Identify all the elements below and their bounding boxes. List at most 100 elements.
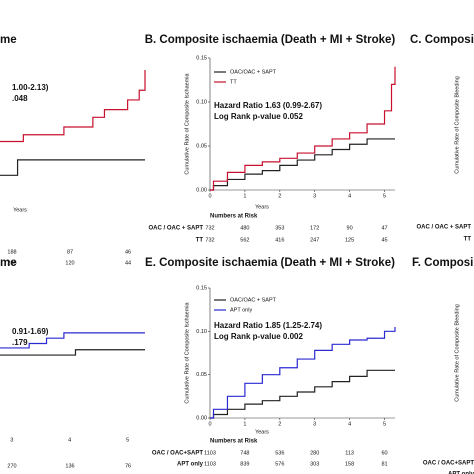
risk-label: OAC / OAC + SAPT — [416, 225, 471, 231]
risk-count: 46 — [125, 249, 131, 255]
y-axis-label: Cumulative Rate of Composite Bleeding — [454, 76, 460, 174]
x-tick-label: 5 — [383, 421, 386, 427]
legend-label: APT only — [230, 307, 252, 313]
km-curve — [0, 69, 146, 143]
risk-count: 76 — [125, 463, 131, 469]
y-axis-label: Cumulative Rate of Composite Ischaemia — [184, 301, 190, 403]
y-tick-label: 0.15 — [196, 55, 207, 61]
risk-count: 732 — [205, 225, 214, 231]
risk-count: 158 — [345, 461, 354, 467]
risk-count: 125 — [345, 237, 354, 243]
risk-count: 839 — [240, 461, 249, 467]
risk-count: 353 — [275, 225, 284, 231]
p-value: .179 — [12, 338, 28, 347]
panel-title: C. Composit — [410, 34, 474, 46]
risk-count: 536 — [275, 450, 284, 456]
km-curve — [0, 332, 145, 349]
risk-label: OAC / OAC+SAPT — [423, 461, 474, 467]
hazard-ratio: 1.00-2.13) — [12, 83, 49, 92]
x-tick-label: 5 — [383, 193, 386, 199]
risk-count: 1103 — [204, 461, 216, 467]
panel-title: me — [0, 34, 17, 46]
y-axis-label: Cumulative Rate of Composite Bleeding — [454, 304, 460, 402]
risk-count: 576 — [275, 461, 284, 467]
panel-title: me — [0, 257, 17, 269]
km-curve — [210, 138, 395, 191]
risk-title: Numbers at Risk — [210, 439, 258, 445]
x-tick-label: 3 — [10, 437, 13, 443]
y-tick-label: 0.00 — [196, 415, 207, 421]
x-tick-label: 4 — [68, 437, 71, 443]
risk-count: 1103 — [204, 450, 216, 456]
y-tick-label: 0.00 — [196, 187, 207, 193]
risk-count: 87 — [67, 249, 73, 255]
risk-count: 748 — [240, 450, 249, 456]
panel-title: E. Composite ischaemia (Death + MI + Str… — [145, 257, 395, 269]
risk-label: TT — [464, 237, 472, 243]
panel-title: F. Composi — [412, 257, 473, 269]
x-tick-label: 5 — [126, 437, 129, 443]
x-axis-label: Years — [255, 204, 269, 210]
y-tick-label: 0.10 — [196, 99, 207, 105]
km-curve — [0, 159, 145, 176]
risk-count: 81 — [381, 461, 387, 467]
risk-count: 238 — [7, 260, 16, 266]
km-curve — [210, 369, 395, 419]
x-tick-label: 1 — [243, 421, 246, 427]
risk-count: 270 — [7, 463, 16, 469]
risk-count: 136 — [65, 463, 74, 469]
risk-count: 90 — [347, 225, 353, 231]
km-curve — [210, 66, 396, 191]
x-tick-label: 0 — [208, 421, 211, 427]
km-curve — [0, 349, 145, 356]
legend-label: OAC/OAC + SAPT — [230, 297, 277, 303]
risk-label: OAC / OAC+SAPT — [152, 451, 204, 457]
x-axis-label: Years — [255, 429, 269, 435]
hazard-ratio: Hazard Ratio 1.85 (1.25-2.74) — [214, 321, 322, 330]
risk-count: 113 — [345, 450, 354, 456]
x-tick-label: 3 — [313, 421, 316, 427]
x-tick-label: 1 — [243, 193, 246, 199]
p-value: Log Rank p-value 0.002 — [214, 332, 303, 341]
km-curve — [210, 327, 396, 419]
risk-count: 44 — [125, 260, 131, 266]
x-tick-label: 0 — [208, 193, 211, 199]
risk-count: 47 — [381, 225, 387, 231]
y-tick-label: 0.05 — [196, 143, 207, 149]
hazard-ratio: 0.91-1.69) — [12, 327, 49, 336]
risk-label: APT only — [177, 462, 204, 468]
legend-label: OAC/OAC + SAPT — [230, 69, 277, 75]
risk-count: 416 — [275, 237, 284, 243]
risk-count: 172 — [310, 225, 319, 231]
panel-title: B. Composite ischaemia (Death + MI + Str… — [145, 34, 396, 46]
y-axis-label: Cumulative Rate of Composite Ischaemia — [184, 72, 190, 174]
risk-count: 562 — [240, 237, 249, 243]
x-tick-label: 2 — [278, 193, 281, 199]
risk-count: 480 — [240, 225, 249, 231]
risk-title: Numbers at Risk — [210, 214, 258, 220]
risk-label: OAC / OAC + SAPT — [148, 226, 203, 232]
risk-count: 120 — [65, 260, 74, 266]
x-tick-label: 3 — [313, 193, 316, 199]
risk-count: 303 — [310, 461, 319, 467]
risk-label: APT only — [448, 472, 474, 474]
y-tick-label: 0.05 — [196, 372, 207, 378]
x-tick-label: 4 — [348, 193, 351, 199]
x-axis-label: Years — [13, 207, 27, 213]
y-tick-label: 0.10 — [196, 329, 207, 335]
risk-count: 60 — [381, 450, 387, 456]
x-tick-label: 2 — [278, 421, 281, 427]
p-value: .048 — [12, 94, 28, 103]
x-tick-label: 4 — [348, 421, 351, 427]
risk-count: 188 — [7, 249, 16, 255]
hazard-ratio: Hazard Ratio 1.63 (0.99-2.67) — [214, 101, 322, 110]
legend-label: TT — [230, 79, 237, 85]
risk-label: TT — [196, 238, 204, 244]
y-tick-label: 0.15 — [196, 285, 207, 291]
risk-count: 45 — [381, 237, 387, 243]
p-value: Log Rank p-value 0.052 — [214, 112, 303, 121]
risk-count: 732 — [205, 237, 214, 243]
risk-count: 280 — [310, 450, 319, 456]
